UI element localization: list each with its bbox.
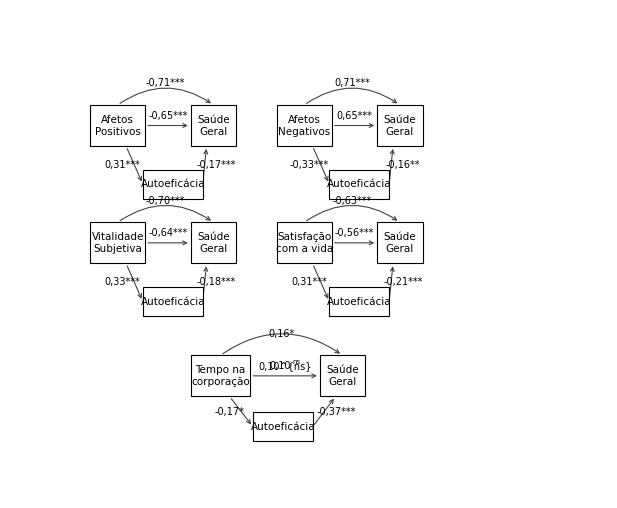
Text: 0,33***: 0,33*** bbox=[105, 277, 140, 288]
Text: Autoeficácia: Autoeficácia bbox=[141, 179, 205, 189]
Text: -0,18***: -0,18*** bbox=[197, 277, 236, 288]
Bar bbox=[377, 223, 423, 263]
Text: Saúde
Geral: Saúde Geral bbox=[197, 232, 230, 254]
Text: Afetos
Negativos: Afetos Negativos bbox=[278, 114, 330, 137]
Bar bbox=[377, 105, 423, 146]
Text: Satisfação
com a vida: Satisfação com a vida bbox=[276, 232, 333, 254]
Text: -0,56***: -0,56*** bbox=[335, 228, 374, 238]
Bar bbox=[253, 412, 313, 441]
Bar bbox=[90, 105, 145, 146]
Bar bbox=[191, 355, 251, 396]
Text: -0,64***: -0,64*** bbox=[148, 228, 188, 238]
Text: -0,63***: -0,63*** bbox=[333, 196, 371, 206]
Bar bbox=[191, 223, 236, 263]
Text: Saúde
Geral: Saúde Geral bbox=[384, 232, 416, 254]
Text: -0,17***: -0,17*** bbox=[197, 160, 236, 170]
Bar bbox=[329, 170, 389, 199]
Text: -0,21***: -0,21*** bbox=[383, 277, 423, 288]
Text: -0,70***: -0,70*** bbox=[146, 196, 185, 206]
Text: 0,10: 0,10 bbox=[270, 361, 291, 371]
Text: 0,31***: 0,31*** bbox=[105, 160, 140, 170]
Bar bbox=[320, 355, 365, 396]
Text: Autoeficácia: Autoeficácia bbox=[327, 179, 392, 189]
Text: ns: ns bbox=[292, 359, 300, 365]
Text: Autoeficácia: Autoeficácia bbox=[251, 422, 315, 432]
Text: -0,17*: -0,17* bbox=[214, 406, 244, 417]
Text: Saúde
Geral: Saúde Geral bbox=[384, 114, 416, 137]
Bar bbox=[329, 287, 389, 316]
Text: 0,71***: 0,71*** bbox=[334, 78, 370, 88]
Text: -0,71***: -0,71*** bbox=[146, 78, 185, 88]
Text: Vitalidade
Subjetiva: Vitalidade Subjetiva bbox=[91, 232, 144, 254]
Text: -0,65***: -0,65*** bbox=[148, 111, 188, 121]
Text: -0,37***: -0,37*** bbox=[317, 406, 356, 417]
Text: Autoeficácia: Autoeficácia bbox=[327, 297, 392, 306]
Bar bbox=[143, 170, 202, 199]
Text: Tempo na
corporação: Tempo na corporação bbox=[191, 365, 250, 387]
Text: 0,16*: 0,16* bbox=[268, 329, 295, 339]
Text: Saúde
Geral: Saúde Geral bbox=[197, 114, 230, 137]
Text: Afetos
Positivos: Afetos Positivos bbox=[95, 114, 141, 137]
Text: Autoeficácia: Autoeficácia bbox=[141, 297, 205, 306]
Bar bbox=[143, 287, 202, 316]
Bar bbox=[277, 223, 332, 263]
Bar bbox=[277, 105, 332, 146]
Text: -0,16**: -0,16** bbox=[386, 160, 420, 170]
Text: -0,33***: -0,33*** bbox=[289, 160, 329, 170]
Bar bbox=[191, 105, 236, 146]
Bar bbox=[90, 223, 145, 263]
Text: Saúde
Geral: Saúde Geral bbox=[326, 365, 359, 387]
Text: 0,31***: 0,31*** bbox=[291, 277, 327, 288]
Text: 0,10^{ns}: 0,10^{ns} bbox=[259, 361, 312, 371]
Text: 0,65***: 0,65*** bbox=[336, 111, 373, 121]
